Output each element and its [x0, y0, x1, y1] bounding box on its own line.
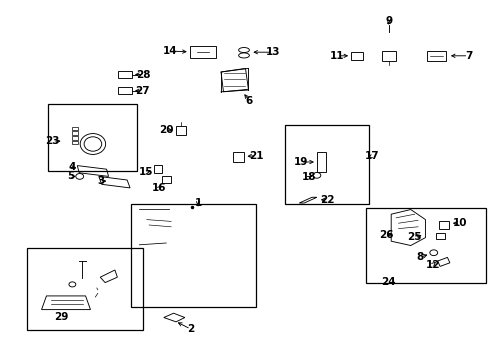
Text: 20: 20	[159, 125, 173, 135]
Text: 6: 6	[245, 96, 252, 106]
Text: 7: 7	[464, 51, 471, 61]
Text: 17: 17	[365, 151, 379, 161]
Text: 29: 29	[54, 312, 68, 322]
Bar	[233, 152, 244, 162]
Text: 13: 13	[265, 47, 280, 57]
Text: 14: 14	[163, 46, 177, 56]
Text: 5: 5	[67, 171, 74, 181]
Bar	[27, 248, 143, 330]
Bar	[350, 52, 363, 60]
Text: 21: 21	[249, 150, 264, 161]
Text: 19: 19	[293, 157, 307, 167]
Text: 10: 10	[451, 218, 466, 228]
Bar	[118, 71, 131, 78]
Text: 3: 3	[98, 176, 104, 186]
Bar	[72, 141, 78, 144]
Bar	[131, 204, 255, 307]
Bar	[72, 136, 78, 140]
Bar	[365, 208, 485, 283]
Text: 27: 27	[135, 86, 150, 96]
Text: 12: 12	[425, 260, 439, 270]
Text: 2: 2	[187, 324, 194, 334]
Bar	[426, 51, 446, 61]
Text: 25: 25	[407, 232, 421, 242]
Bar	[438, 221, 448, 229]
Text: 18: 18	[301, 172, 316, 183]
Bar	[118, 87, 131, 94]
Text: 26: 26	[378, 230, 393, 240]
Bar	[72, 127, 78, 130]
Text: 9: 9	[385, 16, 391, 26]
Bar	[72, 131, 78, 135]
Bar	[48, 104, 137, 171]
Bar	[190, 46, 215, 58]
Bar	[162, 176, 170, 183]
Bar	[175, 126, 186, 135]
Text: 11: 11	[329, 51, 344, 61]
Bar	[317, 152, 325, 172]
Text: 4: 4	[68, 162, 76, 172]
Bar	[284, 125, 368, 204]
Bar	[153, 165, 162, 173]
Bar	[381, 51, 395, 61]
Text: 28: 28	[136, 69, 151, 80]
Text: 15: 15	[138, 167, 153, 177]
Text: 8: 8	[415, 252, 422, 262]
Bar	[435, 233, 444, 239]
Text: 16: 16	[151, 183, 166, 193]
Text: 23: 23	[45, 136, 60, 146]
Text: 22: 22	[320, 195, 334, 205]
Text: 1: 1	[194, 198, 201, 208]
Text: 24: 24	[381, 276, 395, 287]
